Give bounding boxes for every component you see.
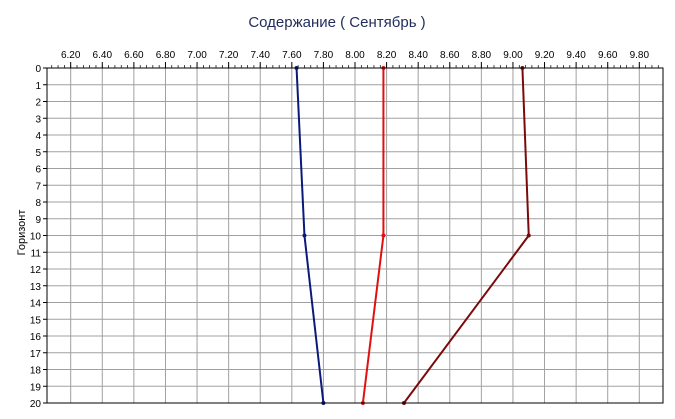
y-tick-label: 16 xyxy=(30,332,42,343)
y-tick-label: 0 xyxy=(35,64,41,75)
y-tick-label: 17 xyxy=(30,349,42,360)
x-tick-label: 6.80 xyxy=(156,50,176,61)
y-tick-label: 12 xyxy=(30,265,42,276)
x-tick-label: 9.60 xyxy=(598,50,618,61)
y-tick-label: 14 xyxy=(30,299,42,310)
x-tick-label: 9.80 xyxy=(630,50,650,61)
y-axis-label: Горизонт xyxy=(16,210,28,256)
x-tick-label: 8.60 xyxy=(440,50,460,61)
x-tick-label: 7.20 xyxy=(219,50,239,61)
x-tick-label: 8.80 xyxy=(472,50,492,61)
y-tick-label: 18 xyxy=(30,366,42,377)
grid xyxy=(47,67,663,404)
x-tick-label: 6.40 xyxy=(93,50,113,61)
x-tick-label: 7.00 xyxy=(187,50,207,61)
y-tick-label: 9 xyxy=(35,215,41,226)
y-tick-label: 8 xyxy=(35,198,41,209)
y-tick-label: 1 xyxy=(35,81,41,92)
x-tick-label: 8.00 xyxy=(345,50,365,61)
x-tick-label: 7.40 xyxy=(250,50,270,61)
chart-title: Содержание ( Сентябрь ) xyxy=(248,14,425,31)
y-tick-label: 6 xyxy=(35,165,41,176)
series-lines xyxy=(294,66,531,405)
y-tick-label: 2 xyxy=(35,98,41,109)
y-tick-label: 19 xyxy=(30,382,42,393)
x-tick-label: 7.80 xyxy=(314,50,334,61)
x-tick-label: 9.40 xyxy=(566,50,586,61)
y-tick-label: 10 xyxy=(30,232,42,243)
y-tick-label: 5 xyxy=(35,148,41,159)
x-tick-label: 8.20 xyxy=(377,50,397,61)
y-tick-label: 20 xyxy=(30,399,42,410)
y-tick-label: 4 xyxy=(35,131,41,142)
x-axis-ticks: 6.20 6.40 6.60 6.80 7.00 7.20 7.40 7.60 7.80 8.00… xyxy=(51,50,659,68)
y-tick-label: 3 xyxy=(35,114,41,125)
y-tick-label: 13 xyxy=(30,282,42,293)
y-tick-label: 15 xyxy=(30,315,42,326)
series-3-point xyxy=(526,233,531,238)
series-2-point xyxy=(381,233,386,238)
x-tick-label: 7.60 xyxy=(282,50,302,61)
x-tick-label: 9.20 xyxy=(535,50,555,61)
plot-area-frame xyxy=(46,67,664,404)
x-tick-label: 8.40 xyxy=(408,50,428,61)
x-tick-label: 9.00 xyxy=(503,50,523,61)
y-tick-label: 7 xyxy=(35,181,41,192)
x-tick-label: 6.60 xyxy=(124,50,144,61)
y-tick-label: 11 xyxy=(31,248,42,259)
x-tick-label: 6.20 xyxy=(61,50,81,61)
series-1-point xyxy=(302,233,307,238)
